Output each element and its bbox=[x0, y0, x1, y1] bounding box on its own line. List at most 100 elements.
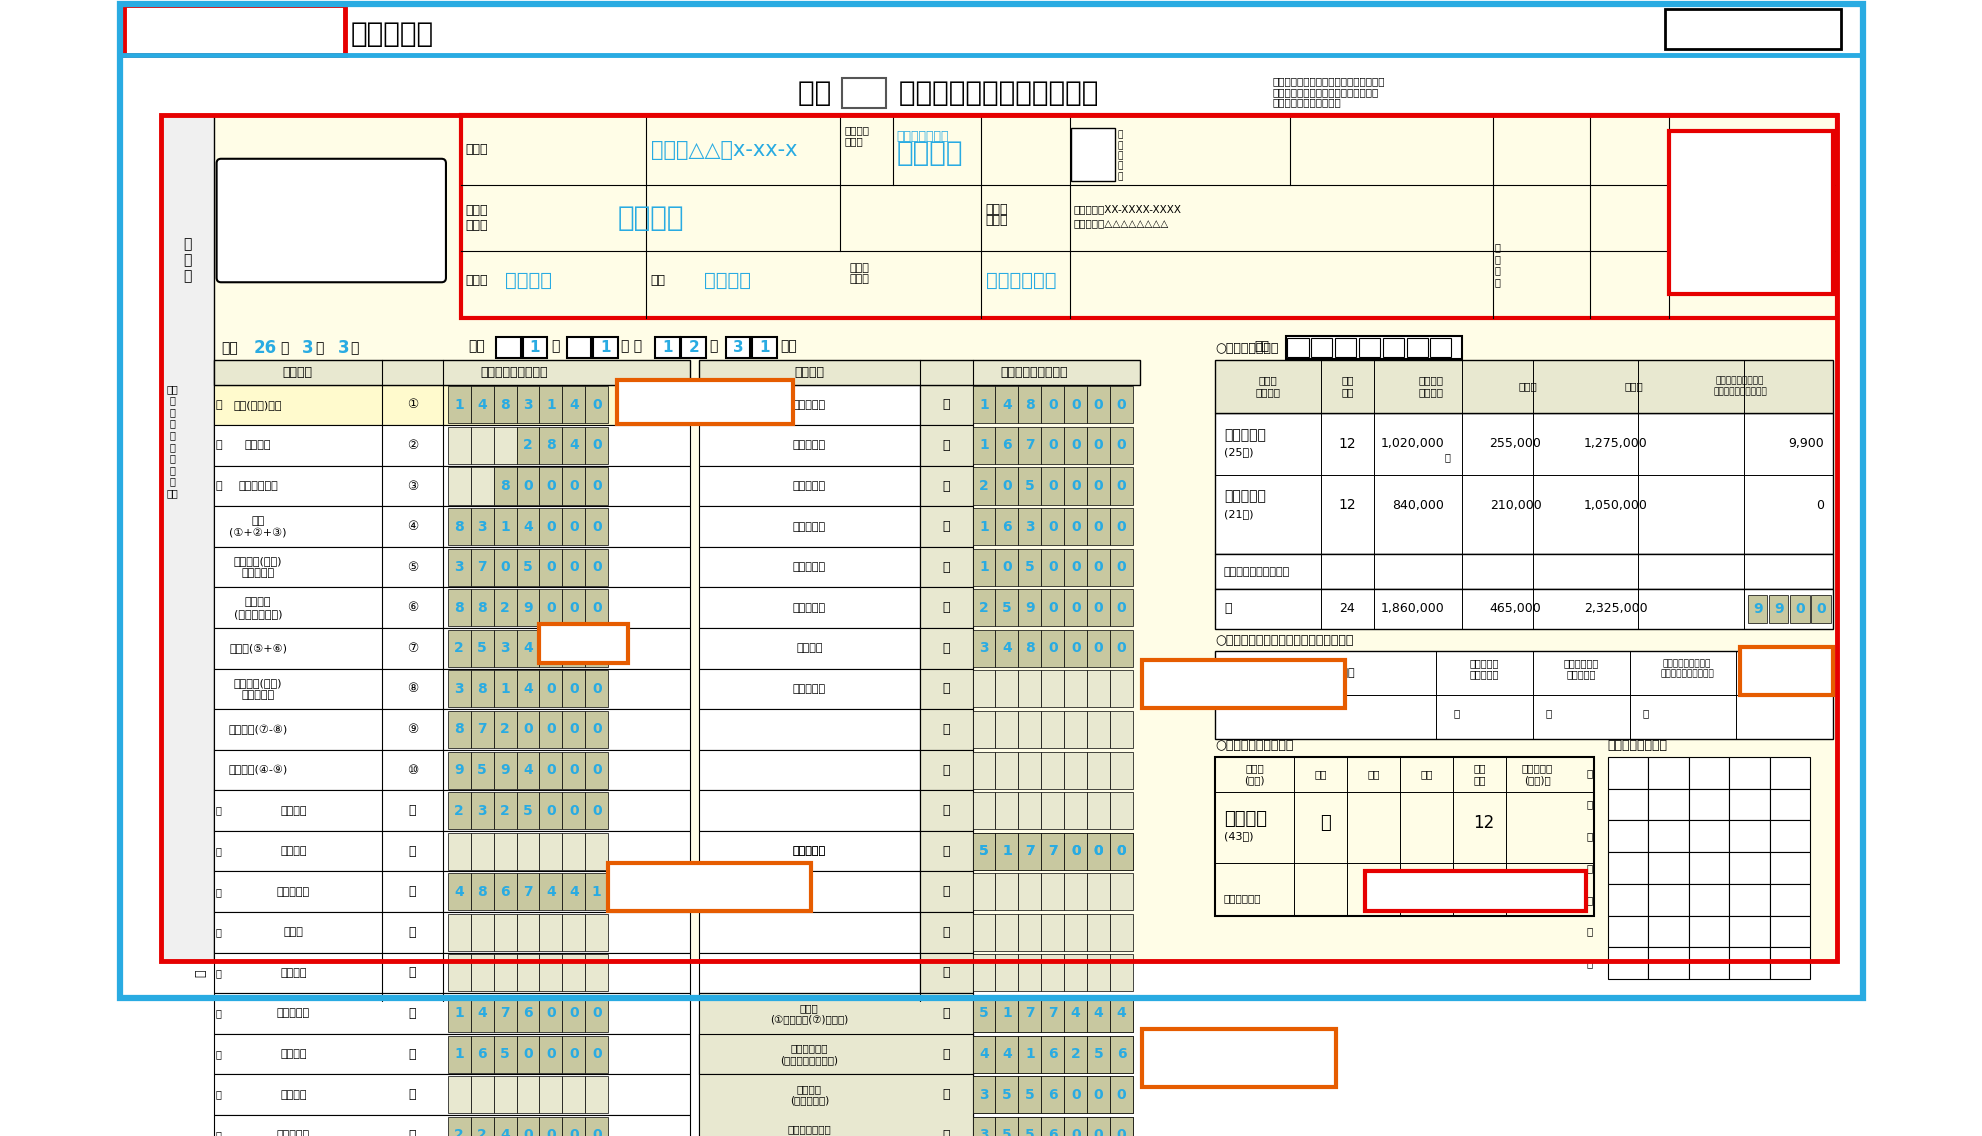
Text: 利: 利 bbox=[216, 1009, 222, 1019]
Text: 売上(収入)金額: 売上(収入)金額 bbox=[234, 400, 281, 410]
Bar bbox=[1086, 427, 1110, 463]
Bar bbox=[971, 629, 995, 667]
Bar bbox=[1110, 913, 1132, 951]
Text: 2: 2 bbox=[1070, 1047, 1080, 1061]
Bar bbox=[995, 670, 1019, 708]
Text: 1: 1 bbox=[454, 398, 464, 412]
Text: ㉓: ㉓ bbox=[941, 1047, 949, 1061]
Text: 7: 7 bbox=[478, 560, 488, 574]
Bar bbox=[563, 508, 585, 545]
Text: 地: 地 bbox=[216, 968, 222, 978]
Bar bbox=[1728, 947, 1770, 979]
Bar bbox=[539, 427, 563, 463]
Bar bbox=[563, 629, 585, 667]
Text: 損害保険料: 損害保険料 bbox=[793, 562, 825, 573]
Text: ⑲: ⑲ bbox=[941, 885, 949, 899]
Bar bbox=[563, 427, 585, 463]
Text: 円: 円 bbox=[1641, 708, 1649, 718]
Bar bbox=[494, 995, 515, 1031]
Bar bbox=[470, 427, 494, 463]
Bar bbox=[995, 549, 1019, 586]
Bar bbox=[494, 752, 515, 788]
Text: 従事
月数: 従事 月数 bbox=[1473, 763, 1485, 785]
Bar bbox=[1019, 1036, 1041, 1072]
Bar bbox=[654, 337, 680, 358]
Bar bbox=[470, 954, 494, 992]
Bar bbox=[700, 669, 920, 709]
Text: 7: 7 bbox=[499, 1006, 509, 1020]
Text: 0: 0 bbox=[1046, 519, 1056, 534]
Bar bbox=[539, 590, 563, 626]
Text: 1,275,000: 1,275,000 bbox=[1584, 437, 1647, 450]
Text: 額: 額 bbox=[216, 481, 222, 491]
Text: ㊅: ㊅ bbox=[941, 601, 949, 615]
Text: ⑯: ⑯ bbox=[408, 1006, 416, 1020]
Bar bbox=[470, 874, 494, 910]
Text: 水: 水 bbox=[216, 1130, 222, 1136]
Text: 所得税及び復興特別
所得税の源泉徴収税額: 所得税及び復興特別 所得税の源泉徴収税額 bbox=[1659, 659, 1712, 678]
Bar bbox=[995, 1036, 1019, 1072]
Text: 屋号: 屋号 bbox=[650, 274, 666, 287]
Text: コクゼイタロウ: コクゼイタロウ bbox=[896, 131, 949, 143]
Bar bbox=[1086, 590, 1110, 626]
Text: 5: 5 bbox=[1025, 479, 1035, 493]
Text: 原価以外の経費: 原価以外の経費 bbox=[668, 878, 751, 896]
Text: 0: 0 bbox=[523, 479, 533, 493]
Text: 氏　名
(年齢): 氏 名 (年齢) bbox=[1245, 763, 1265, 785]
Text: 0: 0 bbox=[1046, 398, 1056, 412]
Bar bbox=[700, 830, 920, 871]
Bar bbox=[995, 1076, 1019, 1113]
Bar bbox=[448, 711, 470, 747]
Bar bbox=[448, 995, 470, 1031]
Text: 登: 登 bbox=[1586, 768, 1592, 778]
Bar bbox=[515, 874, 539, 910]
Text: 5: 5 bbox=[523, 560, 533, 574]
Text: 4: 4 bbox=[1070, 1006, 1080, 1020]
Bar bbox=[470, 670, 494, 708]
Text: 3: 3 bbox=[523, 398, 533, 412]
Text: 加　入
団体名: 加 入 団体名 bbox=[848, 262, 868, 284]
Text: 従事
月数: 従事 月数 bbox=[1340, 376, 1354, 398]
Bar bbox=[1689, 788, 1728, 820]
Text: 4: 4 bbox=[1001, 642, 1011, 655]
Text: その他の収入: その他の収入 bbox=[238, 481, 277, 491]
Text: 0: 0 bbox=[569, 722, 579, 736]
Text: 1枚目: 1枚目 bbox=[192, 12, 275, 56]
Text: 0: 0 bbox=[523, 1047, 533, 1061]
Bar bbox=[515, 913, 539, 951]
Text: 3: 3 bbox=[478, 803, 488, 818]
Bar bbox=[1110, 427, 1132, 463]
Bar bbox=[1647, 820, 1689, 852]
Bar bbox=[971, 670, 995, 708]
Text: 0: 0 bbox=[1816, 602, 1825, 616]
Text: 5: 5 bbox=[499, 1047, 509, 1061]
Bar bbox=[995, 1076, 1019, 1113]
Text: 水道光熱費: 水道光熱費 bbox=[277, 1130, 309, 1136]
Bar bbox=[1086, 1036, 1110, 1072]
Text: 荷造運費: 荷造運費 bbox=[279, 1089, 307, 1100]
Bar bbox=[539, 1117, 563, 1136]
Text: 0: 0 bbox=[1070, 844, 1080, 858]
Text: 2: 2 bbox=[454, 1128, 464, 1136]
Text: 月: 月 bbox=[315, 342, 323, 356]
Text: 0: 0 bbox=[1094, 519, 1102, 534]
Text: 3: 3 bbox=[979, 642, 989, 655]
Bar bbox=[1086, 833, 1110, 870]
Bar bbox=[539, 670, 563, 708]
Bar bbox=[1770, 916, 1810, 947]
Text: りますので、黒のボールペンで: りますので、黒のボールペンで bbox=[279, 212, 385, 225]
Text: 発: 発 bbox=[1586, 895, 1592, 904]
Bar bbox=[700, 993, 971, 1075]
Bar bbox=[1019, 711, 1041, 747]
Bar bbox=[1110, 792, 1132, 829]
Text: 通　信　費: 通 信 費 bbox=[793, 441, 825, 451]
Text: 4: 4 bbox=[454, 885, 464, 899]
Bar bbox=[539, 549, 563, 586]
Text: ④: ④ bbox=[406, 520, 418, 533]
Bar bbox=[448, 792, 470, 829]
Bar bbox=[563, 1076, 585, 1113]
Bar bbox=[1364, 871, 1586, 911]
Text: 5: 5 bbox=[1025, 1128, 1035, 1136]
Text: 4: 4 bbox=[979, 1047, 989, 1061]
Bar bbox=[585, 590, 608, 626]
